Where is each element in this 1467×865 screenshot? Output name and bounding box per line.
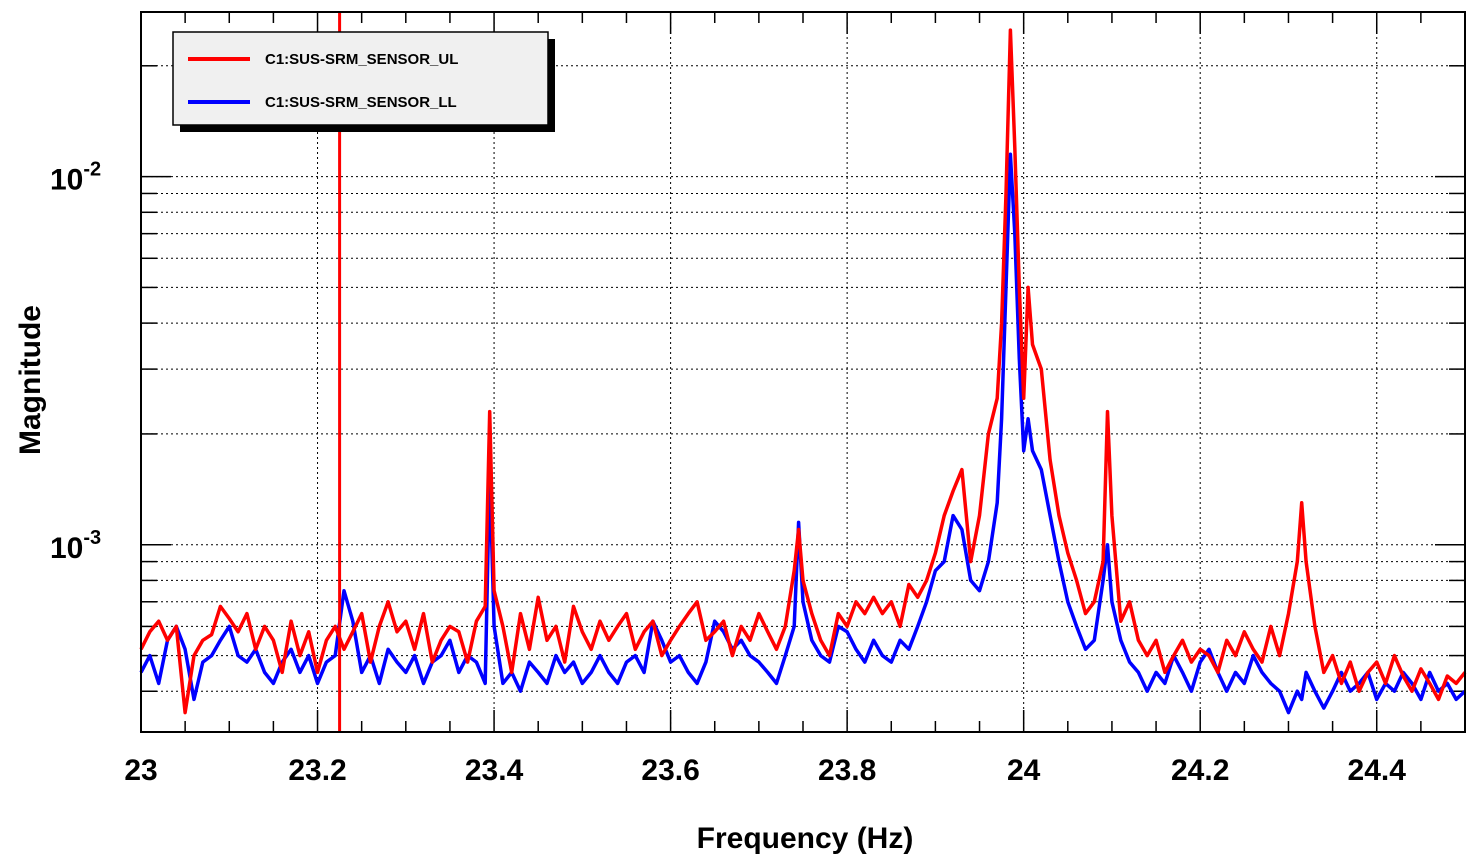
y-tick-exponent: -3 — [83, 527, 101, 549]
legend-label-ll: C1:SUS-SRM_SENSOR_LL — [265, 94, 457, 111]
x-tick-label: 23.4 — [465, 754, 524, 787]
x-tick-label: 23 — [124, 754, 157, 787]
y-tick-labels: 10-310-2 — [50, 159, 101, 565]
x-tick-label: 24.2 — [1171, 754, 1229, 787]
series-line-c1-sus-srm-sensor-ll — [139, 152, 1467, 715]
y-tick-base: 10 — [50, 164, 83, 197]
y-tick-base: 10 — [50, 532, 83, 565]
x-tick-label: 24.4 — [1348, 754, 1407, 787]
x-tick-label: 24 — [1007, 754, 1041, 787]
legend-label-ul: C1:SUS-SRM_SENSOR_UL — [265, 51, 458, 68]
x-tick-labels: 23 23.2 23.4 23.6 23.8 24 24.2 24.4 — [124, 754, 1406, 787]
legend: C1:SUS-SRM_SENSOR_UL C1:SUS-SRM_SENSOR_L… — [172, 31, 555, 132]
x-axis-title: Frequency (Hz) — [697, 822, 914, 855]
y-tick-exponent: -2 — [83, 159, 101, 181]
y-tick-label: 10-3 — [50, 527, 101, 565]
x-tick-label: 23.8 — [818, 754, 876, 787]
x-tick-label: 23.6 — [641, 754, 699, 787]
legend-box — [172, 31, 549, 126]
plot-frame — [140, 11, 1466, 733]
x-tick-label: 23.2 — [288, 754, 346, 787]
y-axis-title: Magnitude — [14, 305, 47, 455]
series-line-c1-sus-srm-sensor-ul — [139, 28, 1467, 715]
axis-ticks — [140, 12, 1466, 732]
y-tick-label: 10-2 — [50, 159, 101, 197]
